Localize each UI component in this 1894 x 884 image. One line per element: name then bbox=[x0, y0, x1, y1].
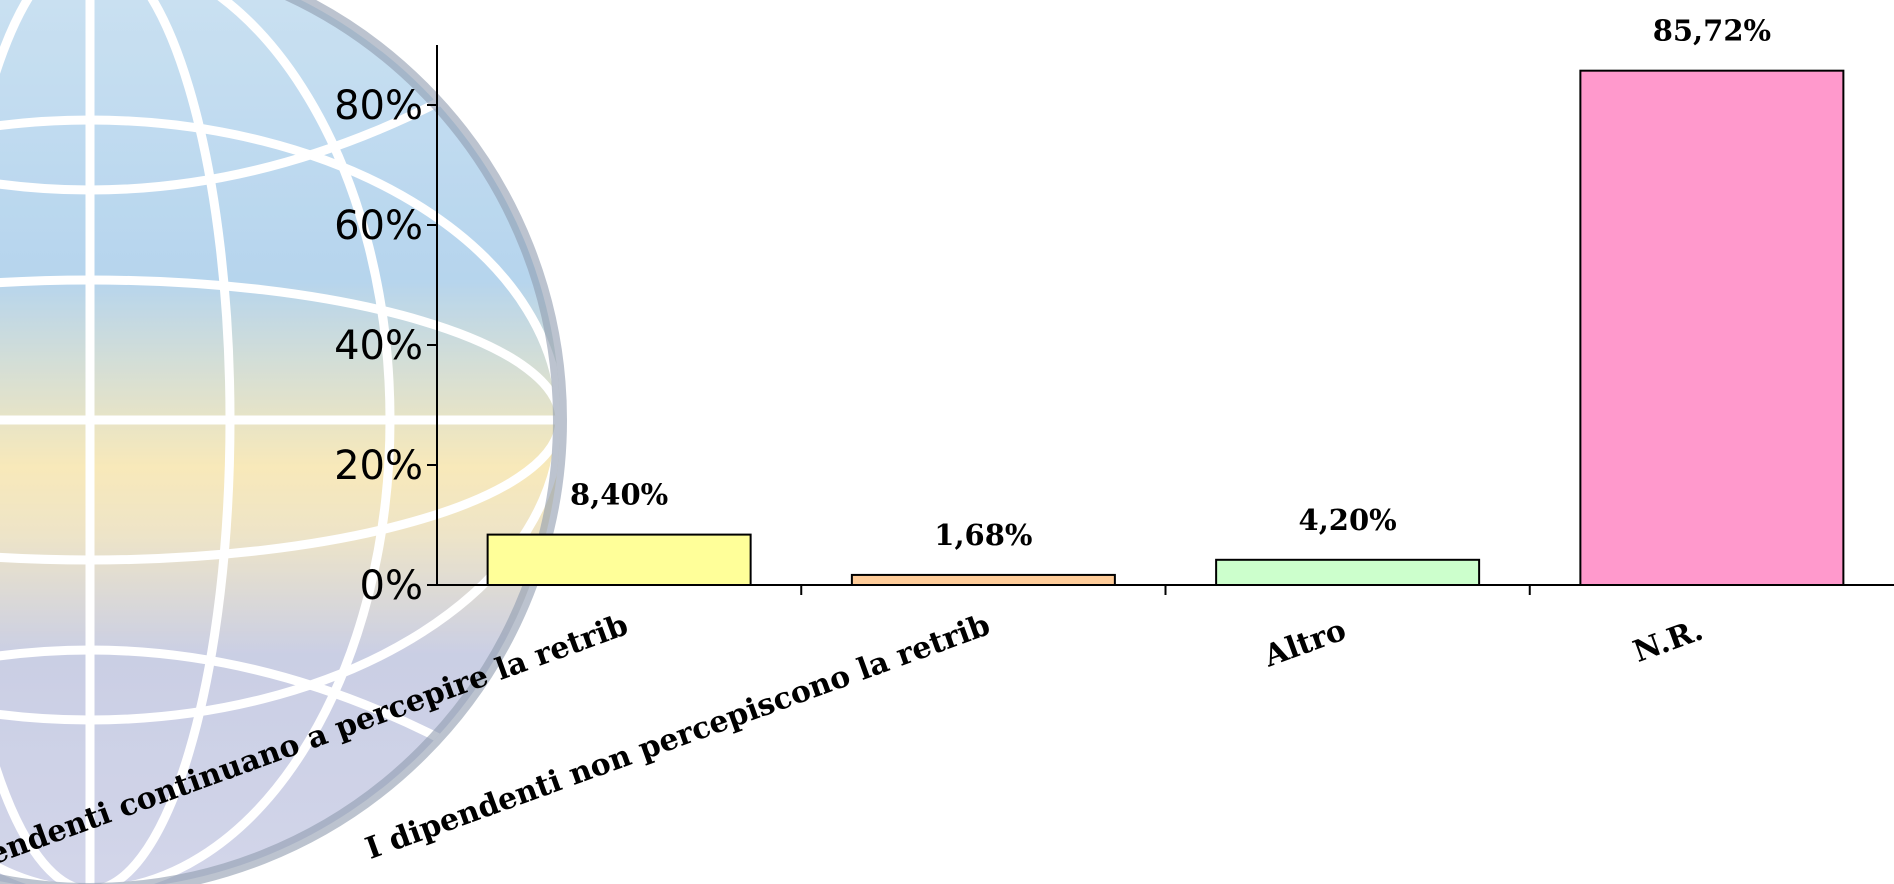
data-label: 85,72% bbox=[1653, 14, 1771, 48]
data-label: 4,20% bbox=[1299, 503, 1397, 537]
bars bbox=[486, 69, 1845, 587]
data-label: 1,68% bbox=[934, 518, 1032, 552]
axes: 0% 20% 40% 60% 80% bbox=[334, 45, 1894, 609]
y-tick-label: 40% bbox=[334, 323, 423, 369]
bar bbox=[1215, 558, 1481, 586]
y-tick-label: 0% bbox=[360, 563, 423, 609]
bar bbox=[850, 573, 1116, 586]
category-label: N.R. bbox=[1629, 613, 1708, 670]
bar bbox=[486, 533, 752, 586]
y-tick-label: 60% bbox=[334, 203, 423, 249]
data-label: 8,40% bbox=[570, 478, 668, 512]
category-label: Altro bbox=[1259, 613, 1351, 675]
y-tick-label: 20% bbox=[334, 443, 423, 489]
y-tick-label: 80% bbox=[334, 83, 423, 129]
bar bbox=[1579, 69, 1845, 587]
globe-watermark-icon bbox=[0, 0, 567, 884]
